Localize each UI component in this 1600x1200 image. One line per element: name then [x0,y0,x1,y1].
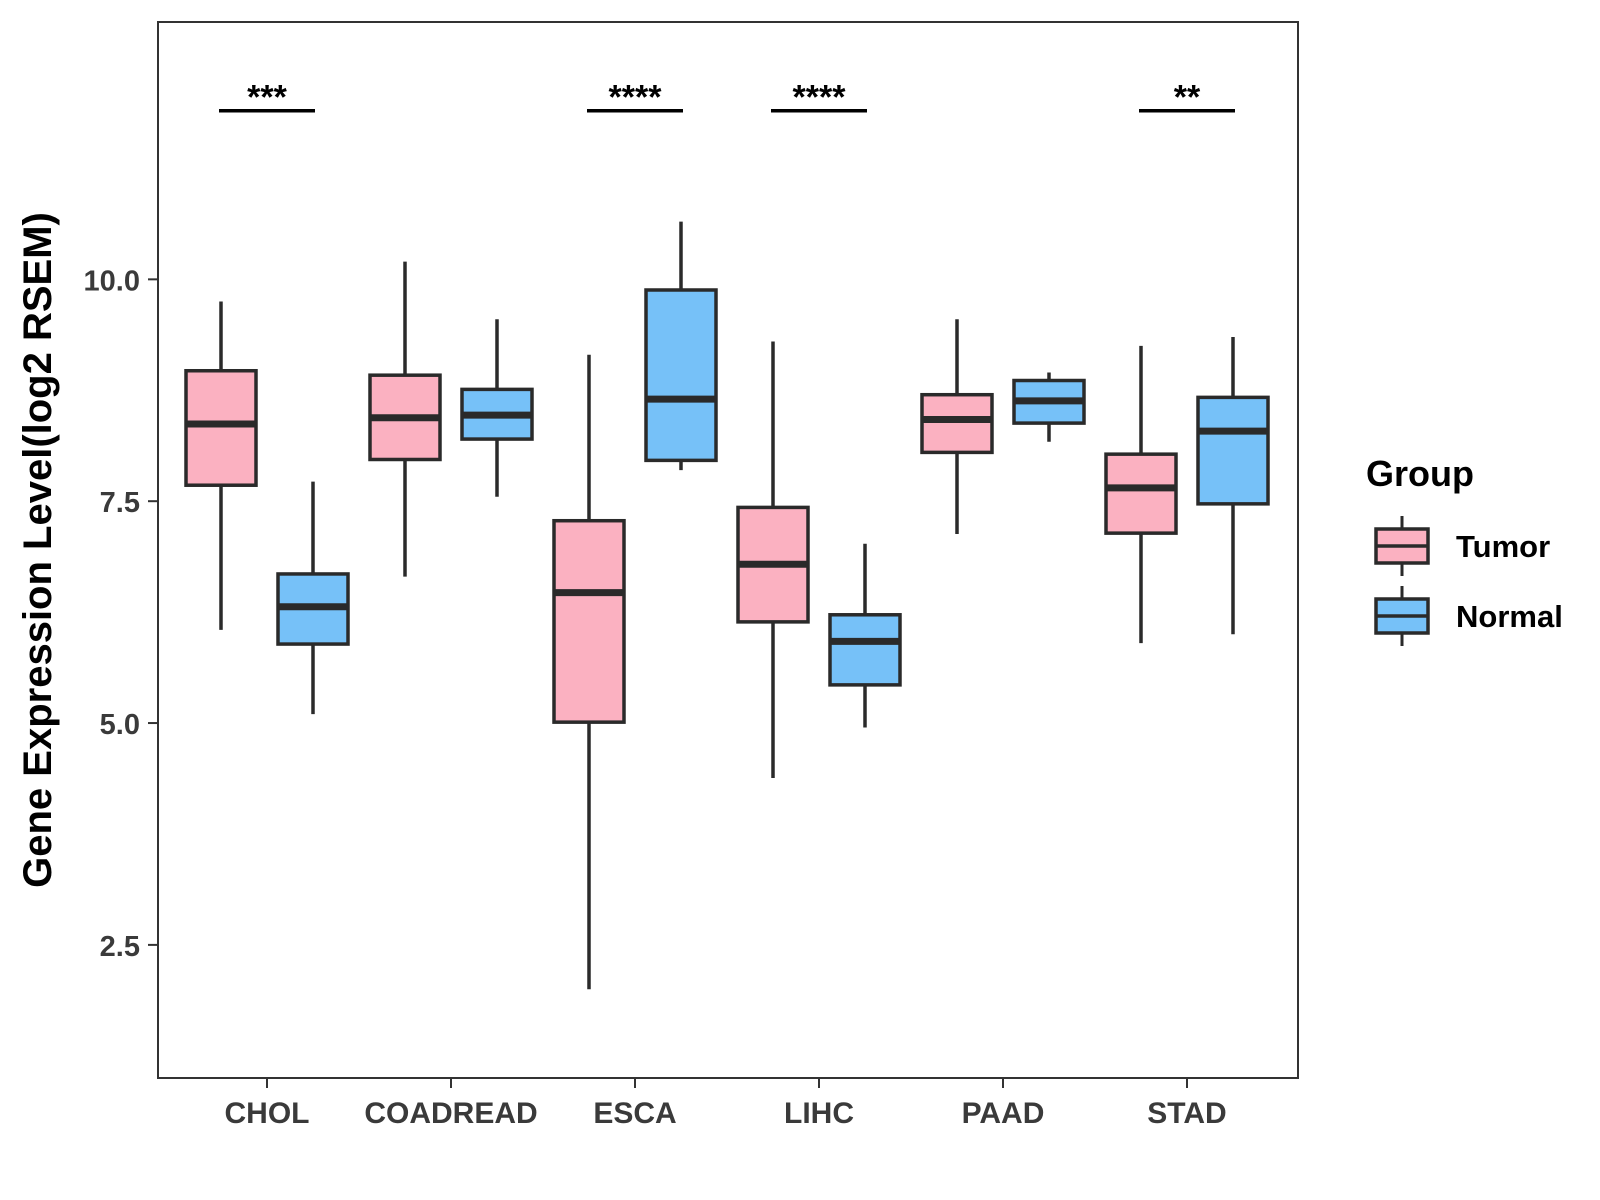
plot-panel [157,21,1299,1079]
y-tick-label-1: 5.0 [100,709,140,741]
tumor-chol-box [184,368,258,487]
y-axis: 2.5 5.0 7.5 10.0 [84,265,158,963]
x-axis: CHOL COADREAD ESCA LIHC PAAD STAD [225,1078,1227,1130]
x-tick-label-stad: STAD [1147,1097,1226,1130]
y-axis-title: Gene Expression Level(log2 RSEM) [16,212,60,888]
legend-title: Group [1366,453,1474,494]
x-tick-label-lihc: LIHC [784,1097,854,1130]
significance-esca-label: **** [609,79,663,117]
legend-tumor-label: Tumor [1456,529,1550,564]
chart-marks: *** **** **** ** [184,79,1270,990]
y-tick-label-3: 10.0 [84,265,140,297]
y-tick-label-0: 2.5 [100,931,140,963]
legend: Group Tumor Normal [1366,453,1563,646]
x-tick-label-chol: CHOL [225,1097,310,1130]
normal-stad-box [1196,395,1270,506]
x-tick-label-paad: PAAD [962,1097,1045,1130]
x-tick-label-coadread: COADREAD [364,1097,537,1130]
legend-normal-label: Normal [1456,599,1563,634]
tumor-paad-box [920,392,994,455]
normal-esca-box [644,288,718,463]
significance-chol-label: *** [247,79,287,117]
x-tick-label-esca: ESCA [593,1097,676,1130]
tumor-esca-box [552,518,626,724]
y-tick-label-2: 7.5 [100,487,140,519]
significance-stad-label: ** [1174,79,1201,117]
normal-lihc-box [828,613,902,687]
significance-lihc-label: **** [793,79,847,117]
tumor-stad-box [1104,452,1178,535]
